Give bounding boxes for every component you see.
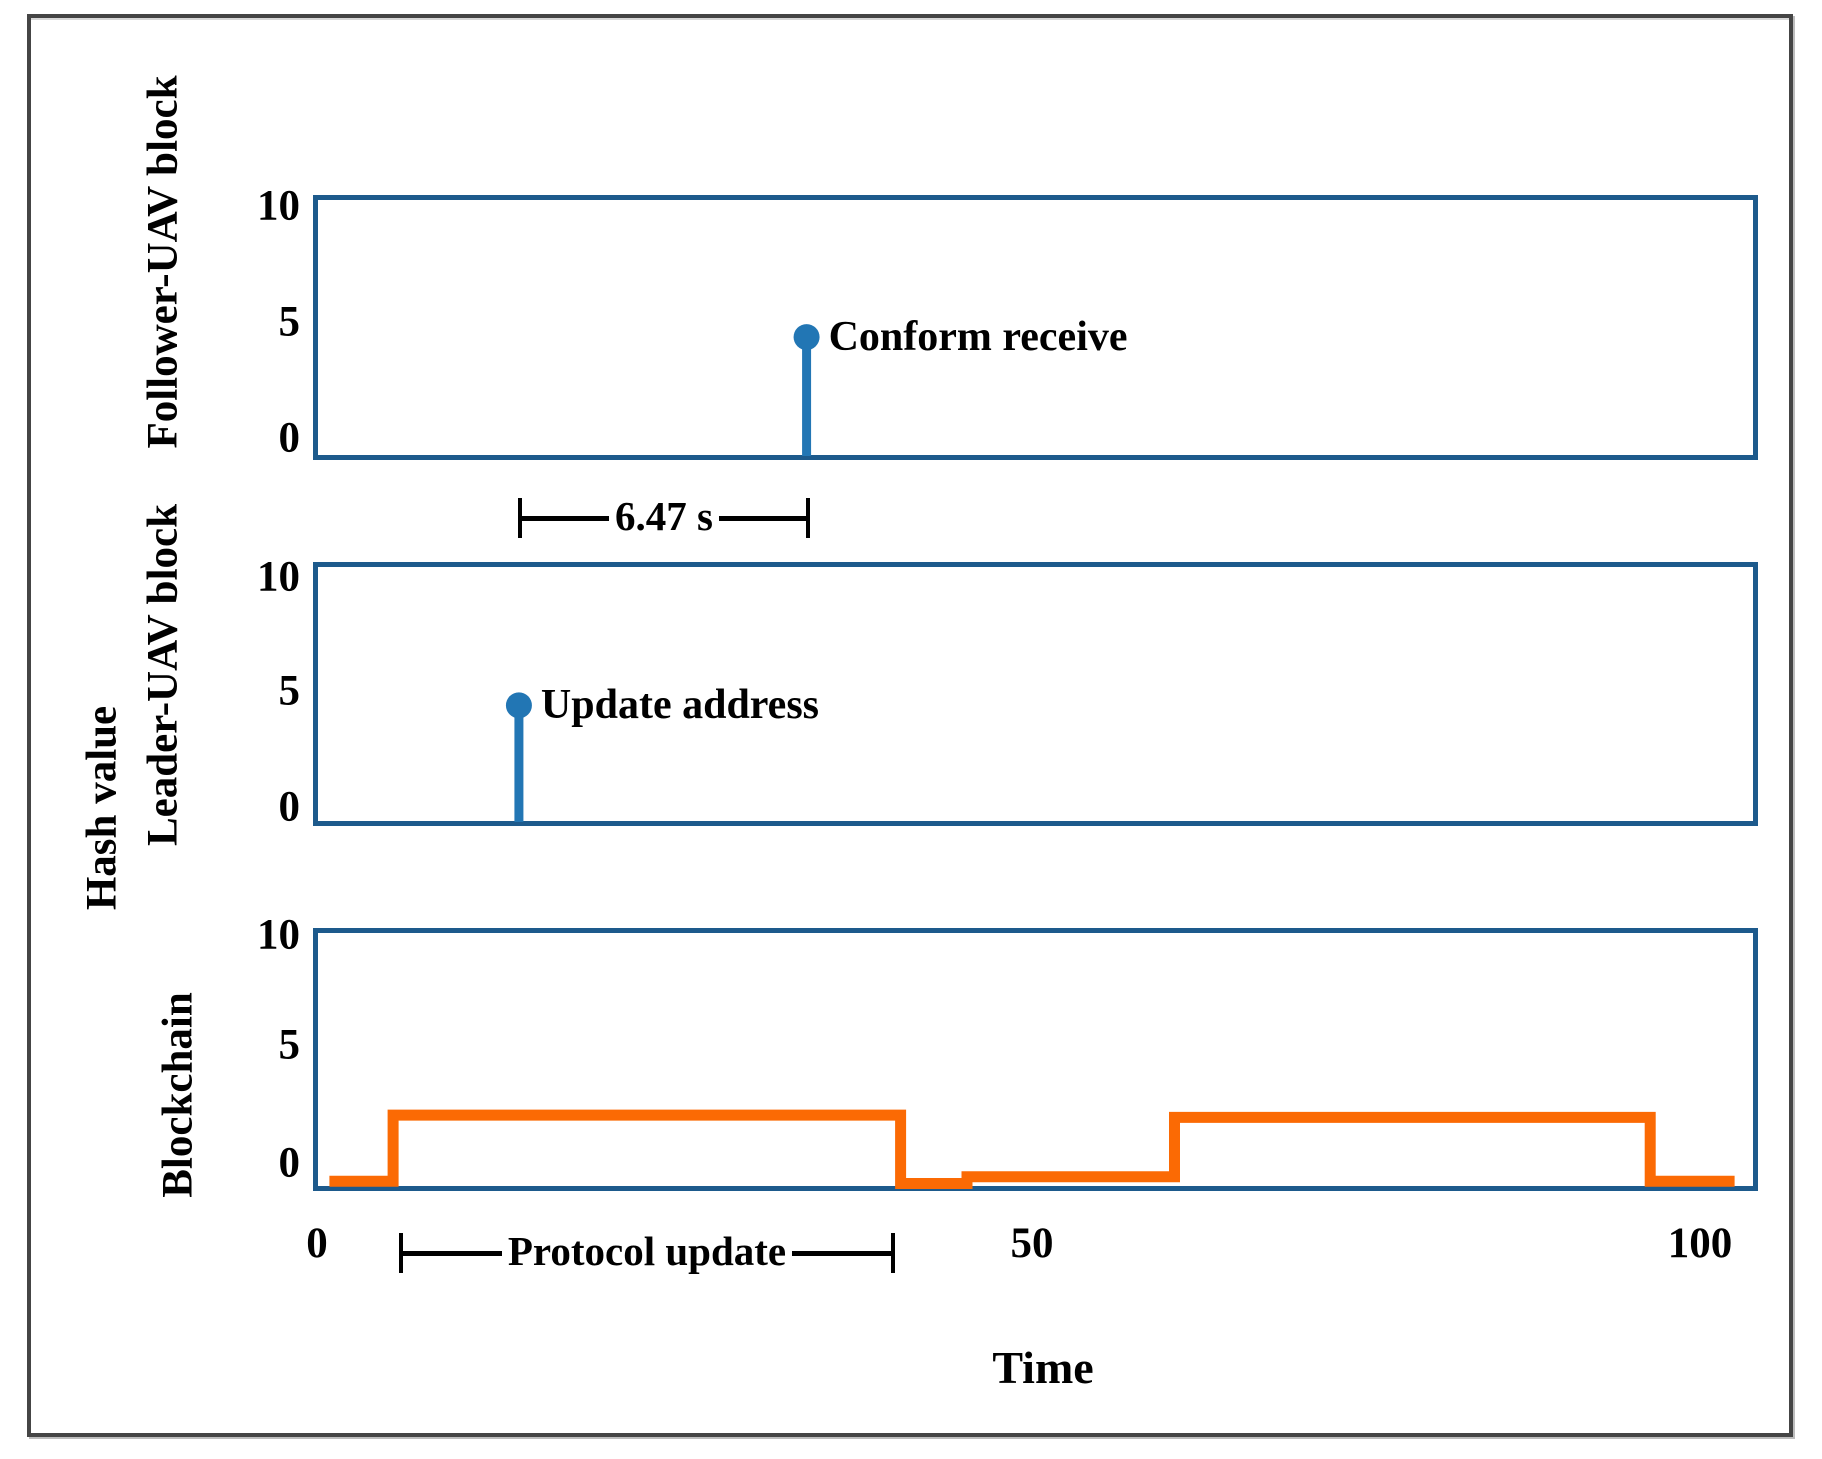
blockchain-wave xyxy=(329,1109,1735,1189)
gap-label: 6.47 s xyxy=(615,492,713,539)
ytick: 0 xyxy=(278,783,301,831)
stem-point-label: Conform receive xyxy=(828,314,1128,361)
xtick: 100 xyxy=(1667,1220,1733,1267)
bracket-end-right xyxy=(806,498,810,538)
figure-border xyxy=(27,14,1793,1437)
bracket-end-right xyxy=(891,1233,896,1273)
bracket-line xyxy=(718,515,806,521)
bracket-line xyxy=(522,515,610,521)
xtick: 50 xyxy=(1010,1220,1054,1267)
subplot-blockchain xyxy=(313,928,1758,1191)
blockchain-plot-svg xyxy=(329,1109,1735,1189)
ytick: 10 xyxy=(257,182,300,230)
gap-bracket-647s: 6.47 s xyxy=(518,492,810,540)
ylabel-leader-uav-block: Leader-UAV block xyxy=(139,503,187,847)
ytick: 5 xyxy=(278,1021,301,1069)
ylabel-follower-uav-block: Follower-UAV block xyxy=(139,75,187,449)
bracket-end-left xyxy=(518,498,522,538)
follower-plot-svg xyxy=(793,324,820,456)
ytick: 5 xyxy=(278,298,301,346)
protocol-update-label: Protocol update xyxy=(507,1227,787,1274)
ytick: 10 xyxy=(257,911,300,959)
ytick: 5 xyxy=(278,667,301,715)
ytick: 10 xyxy=(257,553,300,601)
leader-plot-svg xyxy=(505,692,532,822)
bracket-line xyxy=(792,1250,892,1256)
ylabel-blockchain: Blockchain xyxy=(154,992,202,1198)
subplot-follower-uav xyxy=(313,195,1758,460)
bracket-end-left xyxy=(399,1233,403,1273)
xtick: 0 xyxy=(306,1220,328,1267)
stem-marker xyxy=(793,324,820,351)
protocol-update-bracket: Protocol update xyxy=(399,1227,896,1275)
stem-point-label: Update address xyxy=(540,682,820,729)
stem-marker xyxy=(505,692,532,719)
bracket-line xyxy=(403,1250,502,1256)
ytick: 0 xyxy=(278,1139,301,1187)
ylabel-hash-value: Hash value xyxy=(78,705,126,911)
ytick: 0 xyxy=(278,414,301,462)
xlabel-time: Time xyxy=(992,1342,1094,1393)
subplot-leader-uav xyxy=(313,562,1758,826)
